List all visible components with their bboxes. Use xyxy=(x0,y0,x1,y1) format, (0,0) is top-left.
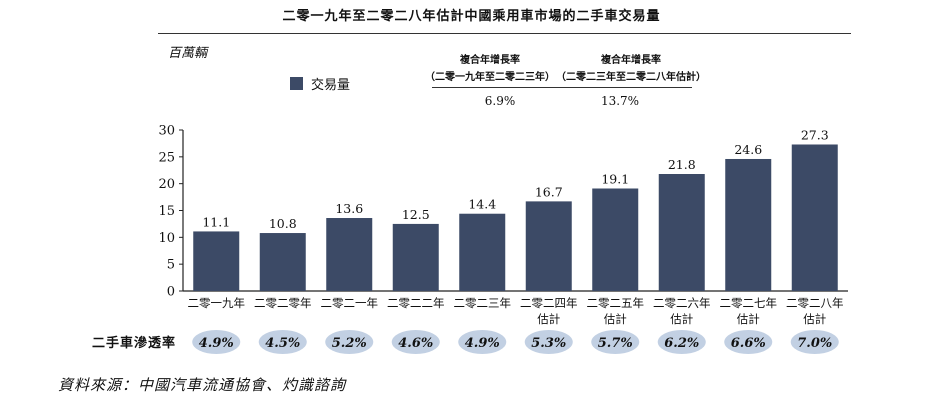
x-tick-label: 二零二八年 xyxy=(786,296,844,310)
penetration-value: 4.9% xyxy=(199,336,234,351)
data-label: 10.8 xyxy=(269,216,297,231)
source-note: 資料來源：中國汽車流通協會、灼識諮詢 xyxy=(58,376,347,394)
cagr-header-1: 複合年增長率 （二零一九年至二零二三年） xyxy=(420,52,560,86)
bar xyxy=(459,213,506,291)
bar xyxy=(525,201,572,291)
x-tick-label: 二零一九年 xyxy=(188,296,246,310)
chart-title: 二零一九年至二零二八年估計中國乘用車市場的二手車交易量 xyxy=(282,9,661,24)
penetration-badge xyxy=(591,330,640,354)
y-tick-label: 5 xyxy=(167,258,175,273)
penetration-value: 4.6% xyxy=(398,336,433,351)
x-tick-label: 二零二零年 xyxy=(254,296,312,310)
penetration-badge xyxy=(458,330,507,354)
penetration-value: 5.2% xyxy=(332,336,367,351)
cagr-value-1: 6.9% xyxy=(484,94,516,108)
data-label: 14.4 xyxy=(468,197,496,212)
cagr-header-2-period: （二零二三年至二零二八年估計） xyxy=(556,72,706,83)
bar xyxy=(592,188,639,291)
y-tick-label: 15 xyxy=(158,204,175,219)
data-label: 19.1 xyxy=(601,171,629,186)
penetration-value: 5.7% xyxy=(598,336,633,351)
bar xyxy=(392,223,439,291)
x-tick-label: 二零二七年 xyxy=(720,296,778,310)
legend-label: 交易量 xyxy=(311,78,351,93)
bar xyxy=(725,158,772,291)
penetration-value: 6.6% xyxy=(731,336,766,351)
cagr-header-2-title: 複合年增長率 xyxy=(601,55,661,66)
y-tick-label: 10 xyxy=(158,231,175,246)
x-tick-label: 二零二二年 xyxy=(387,296,445,310)
cagr-header-1-period: （二零一九年至二零二三年） xyxy=(425,72,555,83)
x-tick-label: 估計 xyxy=(604,312,627,326)
penetration-badge xyxy=(657,330,706,354)
y-tick-label: 0 xyxy=(167,285,175,300)
data-label: 16.7 xyxy=(535,184,563,199)
bar xyxy=(259,233,306,291)
penetration-badge xyxy=(325,330,374,354)
penetration-badge xyxy=(524,330,573,354)
penetration-badge xyxy=(724,330,773,354)
x-tick-label: 估計 xyxy=(670,312,693,326)
y-tick-label: 25 xyxy=(158,150,175,165)
x-tick-label: 二零二六年 xyxy=(653,296,711,310)
data-label: 27.3 xyxy=(801,127,829,142)
penetration-value: 4.5% xyxy=(265,336,300,351)
data-label: 13.6 xyxy=(335,201,363,216)
x-tick-label: 估計 xyxy=(803,312,826,326)
cagr-header-1-title: 複合年增長率 xyxy=(460,55,520,66)
x-tick-label: 估計 xyxy=(737,312,760,326)
x-tick-label: 二零二一年 xyxy=(321,296,379,310)
cagr-header-2: 複合年增長率 （二零二三年至二零二八年估計） xyxy=(556,52,706,86)
legend-swatch xyxy=(290,77,303,90)
penetration-value: 7.0% xyxy=(797,336,832,351)
data-label: 12.5 xyxy=(402,207,430,222)
y-tick-label: 20 xyxy=(158,177,175,192)
cagr-value-2: 13.7% xyxy=(600,94,640,108)
legend: 交易量 xyxy=(290,74,350,93)
data-label: 11.1 xyxy=(202,214,230,229)
x-tick-label: 估計 xyxy=(537,312,560,326)
y-tick-label: 30 xyxy=(158,124,175,139)
data-label: 24.6 xyxy=(734,142,762,157)
penetration-value: 4.9% xyxy=(465,336,500,351)
cagr-divider xyxy=(432,87,692,88)
unit-label: 百萬輛 xyxy=(168,46,208,61)
bar xyxy=(326,218,373,291)
bar xyxy=(658,174,705,291)
penetration-value: 6.2% xyxy=(664,336,699,351)
penetration-badge xyxy=(391,330,440,354)
bar xyxy=(791,144,838,291)
penetration-badge xyxy=(790,330,839,354)
penetration-label: 二手車滲透率 xyxy=(92,336,177,351)
data-label: 21.8 xyxy=(668,157,696,172)
bar xyxy=(193,231,240,291)
penetration-value: 5.3% xyxy=(531,336,566,351)
x-tick-label: 二零二五年 xyxy=(587,296,645,310)
x-tick-label: 二零二四年 xyxy=(520,296,578,310)
penetration-badge xyxy=(192,330,241,354)
penetration-badge xyxy=(258,330,307,354)
x-tick-label: 二零二三年 xyxy=(454,296,512,310)
title-divider xyxy=(158,33,851,34)
